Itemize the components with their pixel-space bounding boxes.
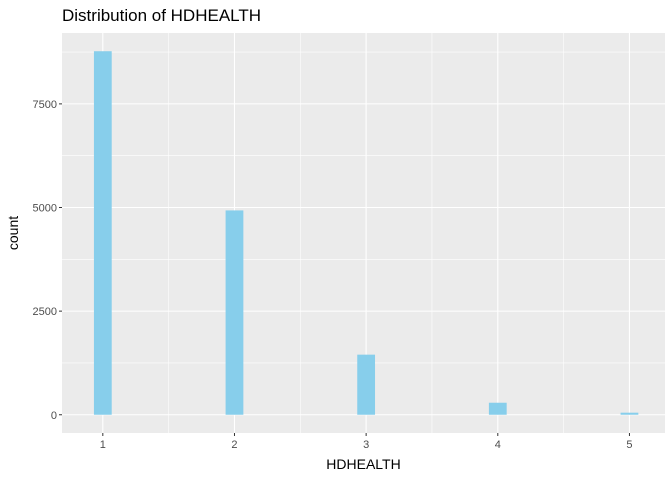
y-tick-label: 7500 bbox=[33, 99, 57, 111]
x-tick-label: 2 bbox=[231, 439, 237, 451]
y-tick-label: 2500 bbox=[33, 306, 57, 318]
x-tick-label: 4 bbox=[495, 439, 501, 451]
bars bbox=[93, 51, 639, 415]
x-tick-label: 5 bbox=[626, 439, 632, 451]
y-axis: 0 2500 5000 7500 bbox=[33, 99, 62, 422]
y-axis-title: count bbox=[5, 216, 21, 250]
x-axis-title: HDHEALTH bbox=[326, 456, 400, 472]
x-tick-label: 3 bbox=[363, 439, 369, 451]
chart-title: Distribution of HDHEALTH bbox=[62, 6, 261, 25]
y-tick-label: 0 bbox=[51, 410, 57, 422]
bar-1 bbox=[93, 51, 112, 415]
y-tick-label: 5000 bbox=[33, 203, 57, 215]
x-tick-label: 1 bbox=[100, 439, 106, 451]
bar-3 bbox=[357, 354, 376, 415]
bar-4 bbox=[488, 402, 507, 415]
bar-5 bbox=[620, 412, 639, 415]
minor-gridlines bbox=[62, 33, 665, 433]
bar-2 bbox=[225, 210, 244, 415]
x-axis: 1 2 3 4 5 bbox=[100, 433, 633, 451]
